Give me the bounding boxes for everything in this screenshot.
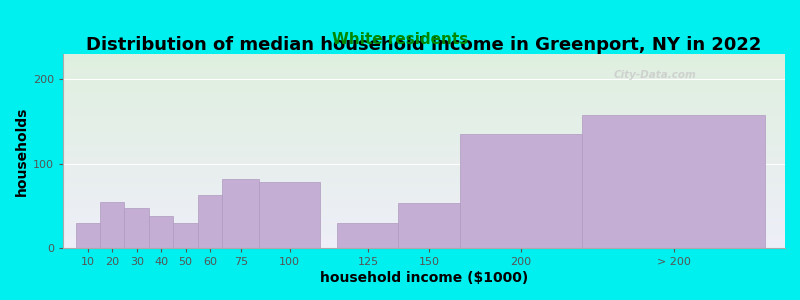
Title: Distribution of median household income in Greenport, NY in 2022: Distribution of median household income … (86, 36, 762, 54)
Bar (174, 223, 198, 248)
Bar (460, 134, 582, 248)
Y-axis label: households: households (15, 106, 29, 196)
Bar (125, 208, 149, 248)
Bar (198, 195, 222, 248)
Bar (259, 182, 320, 248)
Bar (75, 223, 100, 248)
Bar (338, 223, 398, 248)
Bar (149, 216, 174, 248)
Bar (100, 202, 125, 248)
Text: City-Data.com: City-Data.com (614, 70, 697, 80)
X-axis label: household income ($1000): household income ($1000) (320, 271, 528, 285)
Bar (582, 115, 766, 248)
Text: White residents: White residents (332, 32, 468, 46)
Bar (222, 179, 259, 248)
Bar (398, 203, 460, 248)
